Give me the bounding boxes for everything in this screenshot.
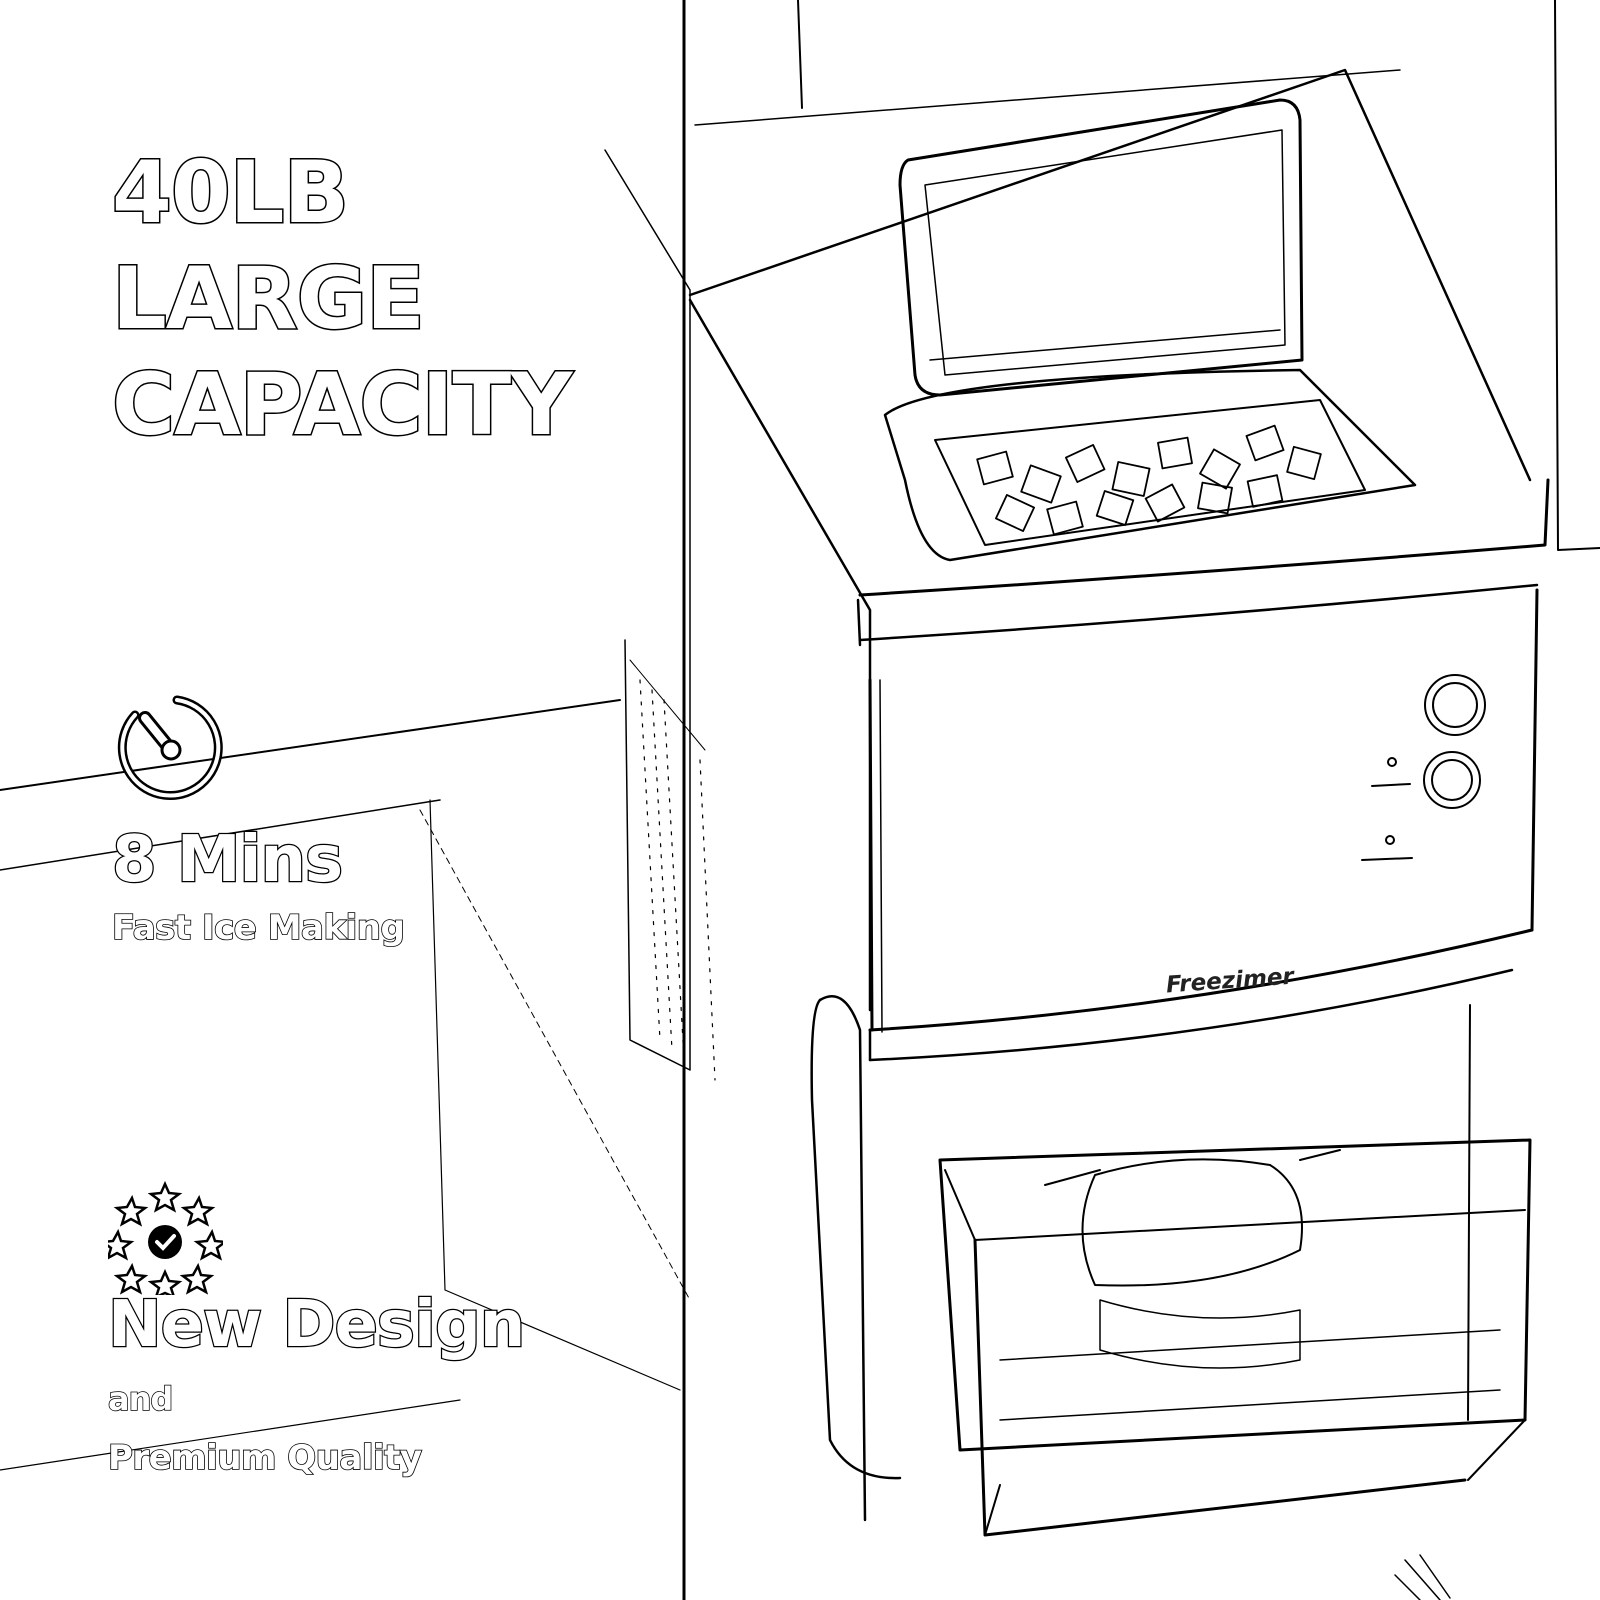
- feature-subtitle-speed: Fast Ice Making: [111, 907, 405, 949]
- timer-icon: [117, 695, 223, 800]
- headline-line: LARGE: [111, 248, 427, 351]
- quality-badge-icon: [108, 1180, 223, 1295]
- feature-title-speed: 8 Mins: [111, 822, 345, 899]
- headline-line: 40LB: [110, 142, 350, 245]
- ice-maker: [688, 68, 1550, 1537]
- headline-line: CAPACITY: [110, 354, 573, 457]
- feature-title-design: New Design: [107, 1287, 527, 1364]
- feature-subtitle-design-line: and: [107, 1379, 174, 1419]
- feature-subtitle-design-line: Premium Quality: [107, 1437, 423, 1479]
